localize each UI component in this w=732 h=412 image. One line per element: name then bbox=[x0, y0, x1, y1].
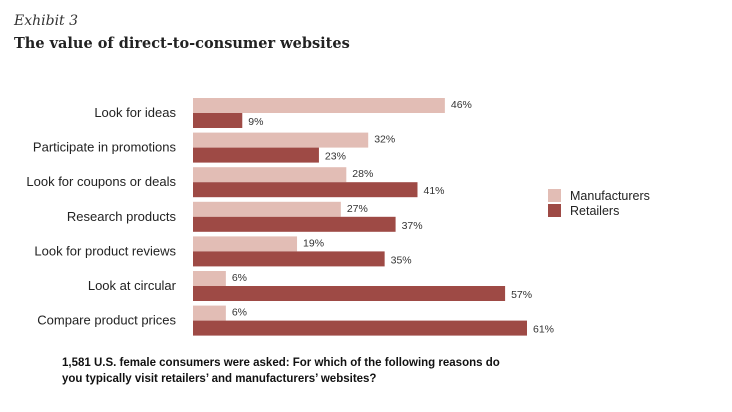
bar-manufacturers-look-for-product-reviews bbox=[193, 236, 298, 252]
bar-manufacturers-look-for-ideas bbox=[193, 98, 445, 113]
legend-swatch-manufacturers bbox=[548, 189, 561, 202]
bar-manufacturers-compare-product-prices bbox=[193, 305, 226, 321]
value-label-manufacturers-participate-in-promotions: 32% bbox=[374, 134, 395, 146]
legend-label-manufacturers: Manufacturers bbox=[570, 189, 650, 203]
category-label-look-for-coupons-or-deals: Look for coupons or deals bbox=[26, 174, 176, 189]
bar-retailers-compare-product-prices bbox=[193, 320, 527, 336]
chart-title: The value of direct-to-consumer websites bbox=[14, 35, 350, 52]
value-label-retailers-participate-in-promotions: 23% bbox=[325, 151, 346, 163]
value-label-retailers-look-for-coupons-or-deals: 41% bbox=[423, 185, 444, 197]
category-label-participate-in-promotions: Participate in promotions bbox=[33, 140, 177, 155]
bar-manufacturers-participate-in-promotions bbox=[193, 132, 369, 148]
value-label-retailers-look-at-circular: 57% bbox=[511, 289, 532, 301]
category-label-look-for-product-reviews: Look for product reviews bbox=[34, 243, 176, 258]
value-label-manufacturers-look-for-coupons-or-deals: 28% bbox=[352, 168, 373, 180]
chart-caption: 1,581 U.S. female consumers were asked: … bbox=[62, 357, 500, 385]
bar-retailers-look-at-circular bbox=[193, 286, 506, 301]
value-label-manufacturers-research-products: 27% bbox=[347, 203, 368, 215]
exhibit-label: Exhibit 3 bbox=[14, 13, 79, 29]
category-label-look-for-ideas: Look for ideas bbox=[94, 105, 176, 120]
value-label-manufacturers-look-at-circular: 6% bbox=[232, 272, 247, 284]
bar-manufacturers-research-products bbox=[193, 201, 341, 217]
value-label-retailers-compare-product-prices: 61% bbox=[533, 324, 554, 336]
value-label-manufacturers-look-for-ideas: 46% bbox=[451, 99, 472, 111]
value-label-retailers-research-products: 37% bbox=[402, 220, 423, 232]
legend-swatch-retailers bbox=[548, 204, 561, 217]
bar-retailers-look-for-ideas bbox=[193, 113, 243, 128]
bar-retailers-participate-in-promotions bbox=[193, 147, 319, 163]
bar-retailers-research-products bbox=[193, 216, 396, 232]
value-label-manufacturers-look-for-product-reviews: 19% bbox=[303, 237, 324, 249]
legend-label-retailers: Retailers bbox=[570, 204, 619, 218]
value-label-retailers-look-for-ideas: 9% bbox=[248, 116, 263, 128]
bar-manufacturers-look-at-circular bbox=[193, 271, 226, 286]
category-label-compare-product-prices: Compare product prices bbox=[37, 313, 176, 328]
category-label-research-products: Research products bbox=[67, 209, 177, 224]
value-label-manufacturers-compare-product-prices: 6% bbox=[232, 307, 247, 319]
bar-manufacturers-look-for-coupons-or-deals bbox=[193, 167, 347, 183]
bar-retailers-look-for-coupons-or-deals bbox=[193, 182, 418, 198]
bar-retailers-look-for-product-reviews bbox=[193, 251, 385, 267]
category-label-look-at-circular: Look at circular bbox=[88, 278, 177, 293]
value-label-retailers-look-for-product-reviews: 35% bbox=[391, 254, 412, 266]
